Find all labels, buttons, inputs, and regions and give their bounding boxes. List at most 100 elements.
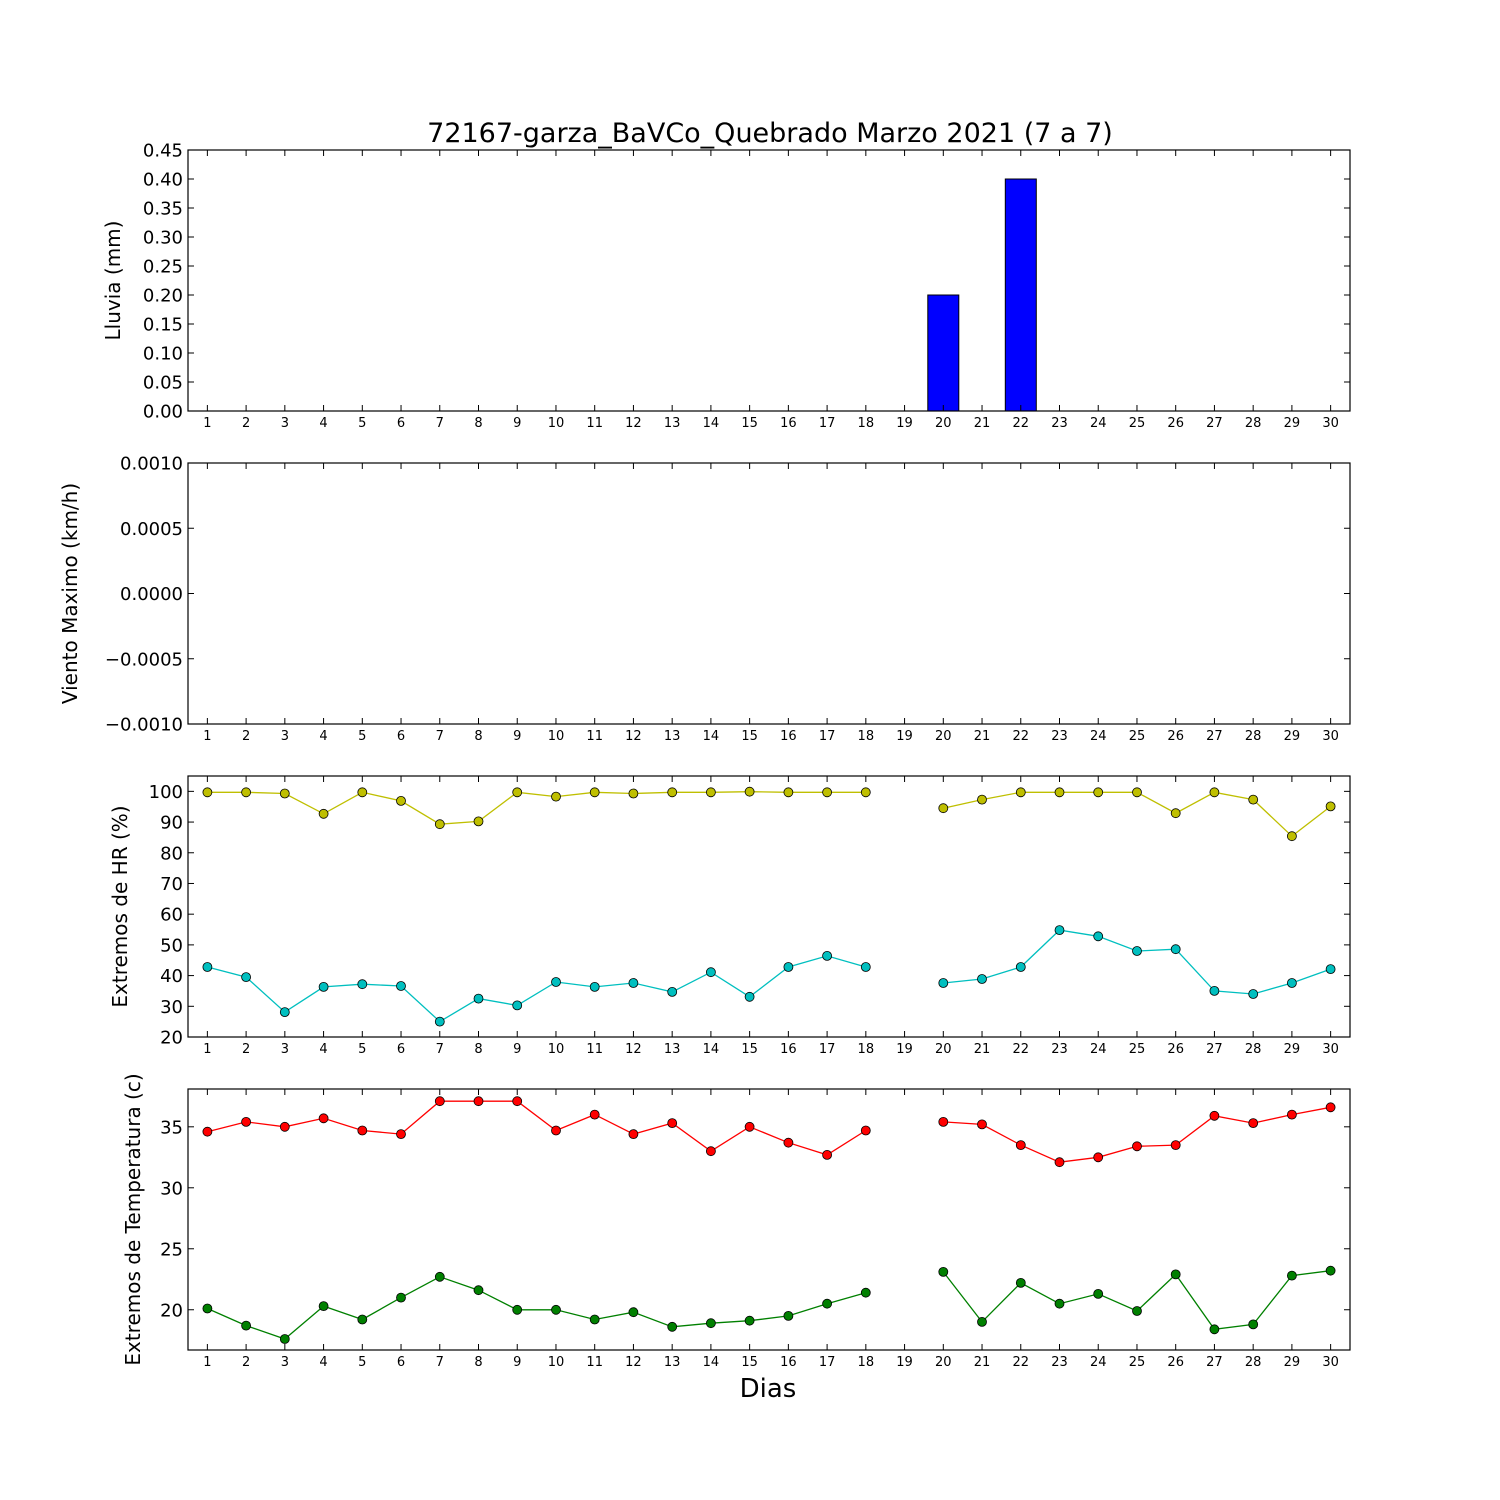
series-1-point-day-25 bbox=[1132, 1306, 1142, 1316]
series-0-line-1 bbox=[943, 1106, 1331, 1163]
series-1-point-day-13 bbox=[667, 1321, 678, 1332]
series-0-point-day-16 bbox=[783, 787, 794, 798]
x-tick-label: 19 bbox=[896, 416, 913, 431]
series-0-point-day-27 bbox=[1209, 1110, 1220, 1121]
y-tick-label: 0.35 bbox=[143, 199, 183, 220]
x-tick-label: 3 bbox=[281, 1355, 289, 1370]
x-tick-label: 28 bbox=[1245, 1042, 1262, 1057]
series-1-point-day-17 bbox=[822, 951, 832, 961]
x-tick-label: 16 bbox=[780, 729, 797, 744]
x-tick-label: 30 bbox=[1322, 416, 1339, 431]
series-0-point-day-6 bbox=[396, 1129, 406, 1139]
series-1-point-day-11 bbox=[589, 982, 600, 992]
y-tick-label: 100 bbox=[149, 782, 183, 803]
y-tick-label: 50 bbox=[160, 935, 183, 956]
series-0-point-day-22 bbox=[1015, 787, 1026, 798]
x-tick-label: 10 bbox=[548, 416, 565, 431]
x-tick-label: 5 bbox=[358, 416, 366, 431]
series-0-point-day-1 bbox=[202, 1126, 213, 1137]
x-tick-label: 13 bbox=[664, 416, 681, 431]
series-0-point-day-3 bbox=[279, 1121, 290, 1132]
series-1-point-day-16 bbox=[783, 962, 794, 972]
series-1-point-day-6 bbox=[396, 981, 406, 991]
series-1-point-day-21 bbox=[977, 974, 987, 984]
series-0-point-day-4 bbox=[318, 1113, 329, 1124]
x-tick-label: 1 bbox=[203, 1042, 211, 1057]
x-tick-label: 24 bbox=[1090, 729, 1107, 744]
x-tick-label: 26 bbox=[1167, 1355, 1184, 1370]
y-tick-label: 0.20 bbox=[143, 286, 183, 307]
series-1-point-day-10 bbox=[551, 977, 561, 987]
x-tick-label: 28 bbox=[1245, 416, 1262, 431]
x-tick-label: 29 bbox=[1284, 416, 1301, 431]
series-0-point-day-9 bbox=[512, 1096, 523, 1107]
x-tick-label: 23 bbox=[1051, 1355, 1068, 1370]
x-tick-label: 20 bbox=[935, 1042, 952, 1057]
x-tick-label: 2 bbox=[242, 416, 250, 431]
series-1-point-day-22 bbox=[1015, 962, 1026, 972]
y-tick-label: 40 bbox=[160, 966, 183, 987]
y-tick-label: 0.0000 bbox=[120, 584, 183, 605]
x-tick-label: 11 bbox=[586, 1042, 603, 1057]
series-1-point-day-4 bbox=[318, 982, 329, 992]
x-tick-label: 8 bbox=[474, 1355, 482, 1370]
x-tick-label: 7 bbox=[436, 1042, 444, 1057]
series-0-point-day-18 bbox=[860, 1125, 871, 1136]
x-tick-label: 25 bbox=[1129, 1355, 1146, 1370]
x-tick-label: 22 bbox=[1012, 1355, 1029, 1370]
x-tick-label: 1 bbox=[203, 1355, 211, 1370]
series-0-line-0 bbox=[207, 1100, 867, 1156]
series-0-point-day-10 bbox=[551, 1125, 561, 1136]
x-tick-label: 21 bbox=[974, 729, 991, 744]
series-1-line-1 bbox=[943, 929, 1331, 995]
series-0-point-day-14 bbox=[706, 1146, 716, 1157]
y-tick-label: 0.0005 bbox=[120, 519, 183, 540]
series-0-point-day-28 bbox=[1248, 794, 1259, 805]
x-tick-label: 27 bbox=[1206, 1042, 1223, 1057]
series-0-point-day-13 bbox=[667, 1118, 678, 1128]
x-tick-label: 29 bbox=[1284, 1355, 1301, 1370]
series-1-point-day-12 bbox=[628, 1307, 639, 1318]
series-1-point-day-16 bbox=[783, 1311, 794, 1321]
x-tick-label: 9 bbox=[513, 416, 521, 431]
series-1-point-day-5 bbox=[357, 1314, 368, 1325]
series-1-point-day-28 bbox=[1248, 989, 1259, 999]
x-tick-label: 21 bbox=[974, 1355, 991, 1370]
panels: 0.00 0.05 0.10 0.15 0.20 0.25 0.30 0.35 0.40 0.45… bbox=[58, 141, 1351, 1370]
x-tick-label: 6 bbox=[397, 1042, 405, 1057]
x-tick-label: 14 bbox=[703, 416, 720, 431]
series-1-point-day-20 bbox=[938, 978, 949, 988]
y-tick-label: 20 bbox=[160, 1300, 183, 1321]
x-tick-label: 9 bbox=[513, 1355, 521, 1370]
series-1-point-day-30 bbox=[1325, 1265, 1336, 1276]
x-tick-label: 20 bbox=[935, 1355, 952, 1370]
series-0-point-day-6 bbox=[396, 796, 406, 806]
series-0-point-day-29 bbox=[1287, 1109, 1297, 1120]
series-0-point-day-30 bbox=[1325, 801, 1336, 812]
series-0-point-day-29 bbox=[1287, 831, 1297, 842]
x-tick-label: 15 bbox=[741, 416, 758, 431]
x-tick-label: 16 bbox=[780, 1042, 797, 1057]
y-tick-label: 60 bbox=[160, 905, 183, 926]
series-1-point-day-28 bbox=[1248, 1319, 1259, 1330]
x-tick-label: 17 bbox=[819, 416, 836, 431]
series-1-point-day-10 bbox=[551, 1304, 561, 1315]
series-1-point-day-14 bbox=[706, 1318, 716, 1329]
y-tick-label: 25 bbox=[160, 1239, 183, 1260]
series-0-point-day-2 bbox=[241, 1117, 252, 1127]
x-tick-label: 30 bbox=[1322, 1355, 1339, 1370]
series-1-point-day-2 bbox=[241, 1320, 252, 1331]
x-tick-label: 16 bbox=[780, 1355, 797, 1370]
series-0-line-0 bbox=[207, 791, 866, 825]
series-0-point-day-11 bbox=[589, 787, 600, 798]
series-1-point-day-3 bbox=[279, 1007, 290, 1017]
series-1-point-day-8 bbox=[473, 993, 484, 1004]
x-tick-label: 27 bbox=[1206, 729, 1223, 744]
x-tick-label: 30 bbox=[1322, 729, 1339, 744]
series-0-point-day-21 bbox=[977, 794, 987, 805]
x-tick-label: 25 bbox=[1129, 1042, 1146, 1057]
x-tick-label: 4 bbox=[319, 1042, 327, 1057]
x-tick-label: 4 bbox=[319, 1355, 327, 1370]
series-1-point-day-17 bbox=[822, 1298, 832, 1309]
y-tick-label: 0.10 bbox=[143, 344, 183, 365]
